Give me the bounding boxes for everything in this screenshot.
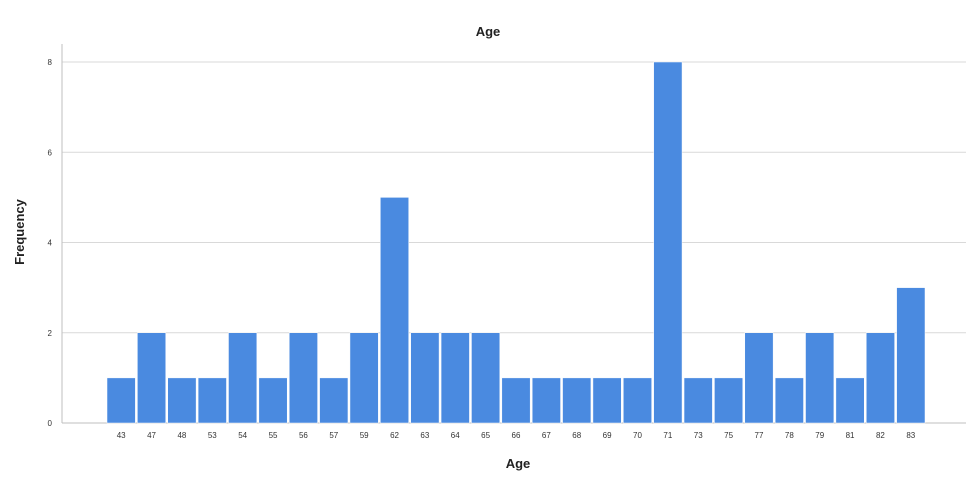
bar-66 xyxy=(501,377,531,424)
y-tick-label: 4 xyxy=(48,239,53,248)
x-tick-label: 62 xyxy=(390,431,399,440)
chart-title: Age xyxy=(476,24,501,39)
x-tick-label: 56 xyxy=(299,431,308,440)
x-tick-label: 70 xyxy=(633,431,642,440)
x-tick-label: 47 xyxy=(147,431,156,440)
bar-43 xyxy=(106,377,136,424)
y-axis-label: Frequency xyxy=(12,198,27,265)
bar-57 xyxy=(319,377,349,424)
y-tick-label: 8 xyxy=(48,58,53,67)
x-tick-label: 67 xyxy=(542,431,551,440)
x-tick-label: 66 xyxy=(512,431,521,440)
bar-54 xyxy=(228,332,258,424)
x-tick-label: 57 xyxy=(329,431,338,440)
x-tick-label: 71 xyxy=(663,431,672,440)
bar-71 xyxy=(653,61,683,424)
x-tick-label: 48 xyxy=(177,431,186,440)
y-tick-label: 2 xyxy=(48,329,53,338)
bar-59 xyxy=(349,332,379,424)
x-tick-label: 68 xyxy=(572,431,581,440)
bar-83 xyxy=(896,287,926,424)
x-tick-label: 64 xyxy=(451,431,460,440)
bar-79 xyxy=(805,332,835,424)
y-tick-label: 0 xyxy=(48,419,53,428)
bar-75 xyxy=(714,377,744,424)
bar-77 xyxy=(744,332,774,424)
bar-64 xyxy=(440,332,470,424)
x-tick-label: 59 xyxy=(360,431,369,440)
bar-47 xyxy=(137,332,166,424)
y-tick-label: 6 xyxy=(48,148,53,157)
x-tick-label: 63 xyxy=(420,431,429,440)
bar-81 xyxy=(835,377,865,424)
bar-78 xyxy=(774,377,804,424)
bar-63 xyxy=(410,332,440,424)
x-tick-label: 81 xyxy=(846,431,855,440)
x-tick-label: 75 xyxy=(724,431,733,440)
x-tick-label: 77 xyxy=(755,431,764,440)
x-tick-label: 78 xyxy=(785,431,794,440)
x-axis-label: Age xyxy=(506,456,531,471)
x-tick-label: 53 xyxy=(208,431,217,440)
bar-56 xyxy=(288,332,318,424)
x-tick-labels: 43 47 48 53 54 55 56 57 59 62 63 64 65 66 67 68 69 70 71 73… xyxy=(117,431,916,440)
bar-68 xyxy=(562,377,592,424)
bar-53 xyxy=(197,377,227,424)
bar-82 xyxy=(866,332,895,424)
bar-67 xyxy=(531,377,561,424)
y-tick-labels: 0 2 4 6 8 xyxy=(48,58,53,428)
x-tick-label: 79 xyxy=(815,431,824,440)
bar-62 xyxy=(380,197,409,424)
bar-48 xyxy=(167,377,197,424)
x-tick-label: 65 xyxy=(481,431,490,440)
x-tick-label: 83 xyxy=(906,431,915,440)
x-tick-label: 73 xyxy=(694,431,703,440)
x-tick-label: 43 xyxy=(117,431,126,440)
bar-70 xyxy=(623,377,652,424)
grid-lines xyxy=(62,61,966,334)
x-tick-label: 55 xyxy=(269,431,278,440)
bar-69 xyxy=(592,377,622,424)
x-tick-label: 82 xyxy=(876,431,885,440)
x-tick-label: 69 xyxy=(603,431,612,440)
bar-65 xyxy=(471,332,501,424)
bar-73 xyxy=(683,377,713,424)
bar-55 xyxy=(258,377,288,424)
bars xyxy=(106,61,926,424)
x-tick-label: 54 xyxy=(238,431,247,440)
